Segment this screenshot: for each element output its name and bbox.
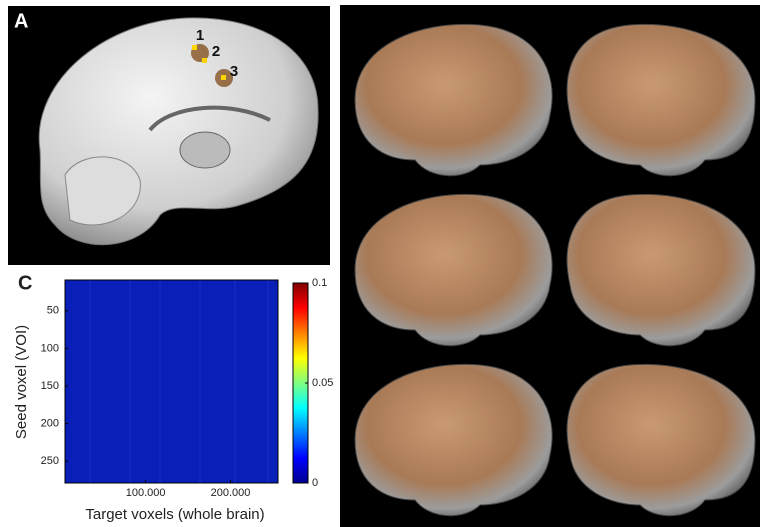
heatmap (65, 280, 278, 483)
page: {"panel_a": {"label": "A", "markers": ["… (0, 0, 760, 527)
y-tick-label: 150 (41, 380, 59, 392)
y-tick-label: 50 (47, 305, 59, 317)
x-tick-label: 100.000 (126, 487, 166, 499)
colorbar-tick-label: 0.05 (312, 377, 333, 389)
marker-label: 1 (196, 27, 204, 44)
marker-label: 2 (212, 43, 220, 60)
panel-label: C (18, 272, 32, 294)
x-axis-label: Target voxels (whole brain) (85, 506, 264, 523)
colorbar-tick-label: 0 (312, 477, 318, 489)
colorbar-tick-label: 0.1 (312, 277, 327, 289)
y-axis-label: Seed voxel (VOI) (13, 325, 30, 439)
figure: A 1 2 3 C Target voxels (whole brain) Se… (0, 0, 760, 527)
x-tick-label: 200.000 (211, 487, 251, 499)
y-tick-label: 250 (41, 455, 59, 467)
panel-label: A (14, 10, 28, 32)
y-tick-label: 100 (41, 342, 59, 354)
y-tick-label: 200 (41, 418, 59, 430)
marker-label: 3 (230, 63, 238, 80)
